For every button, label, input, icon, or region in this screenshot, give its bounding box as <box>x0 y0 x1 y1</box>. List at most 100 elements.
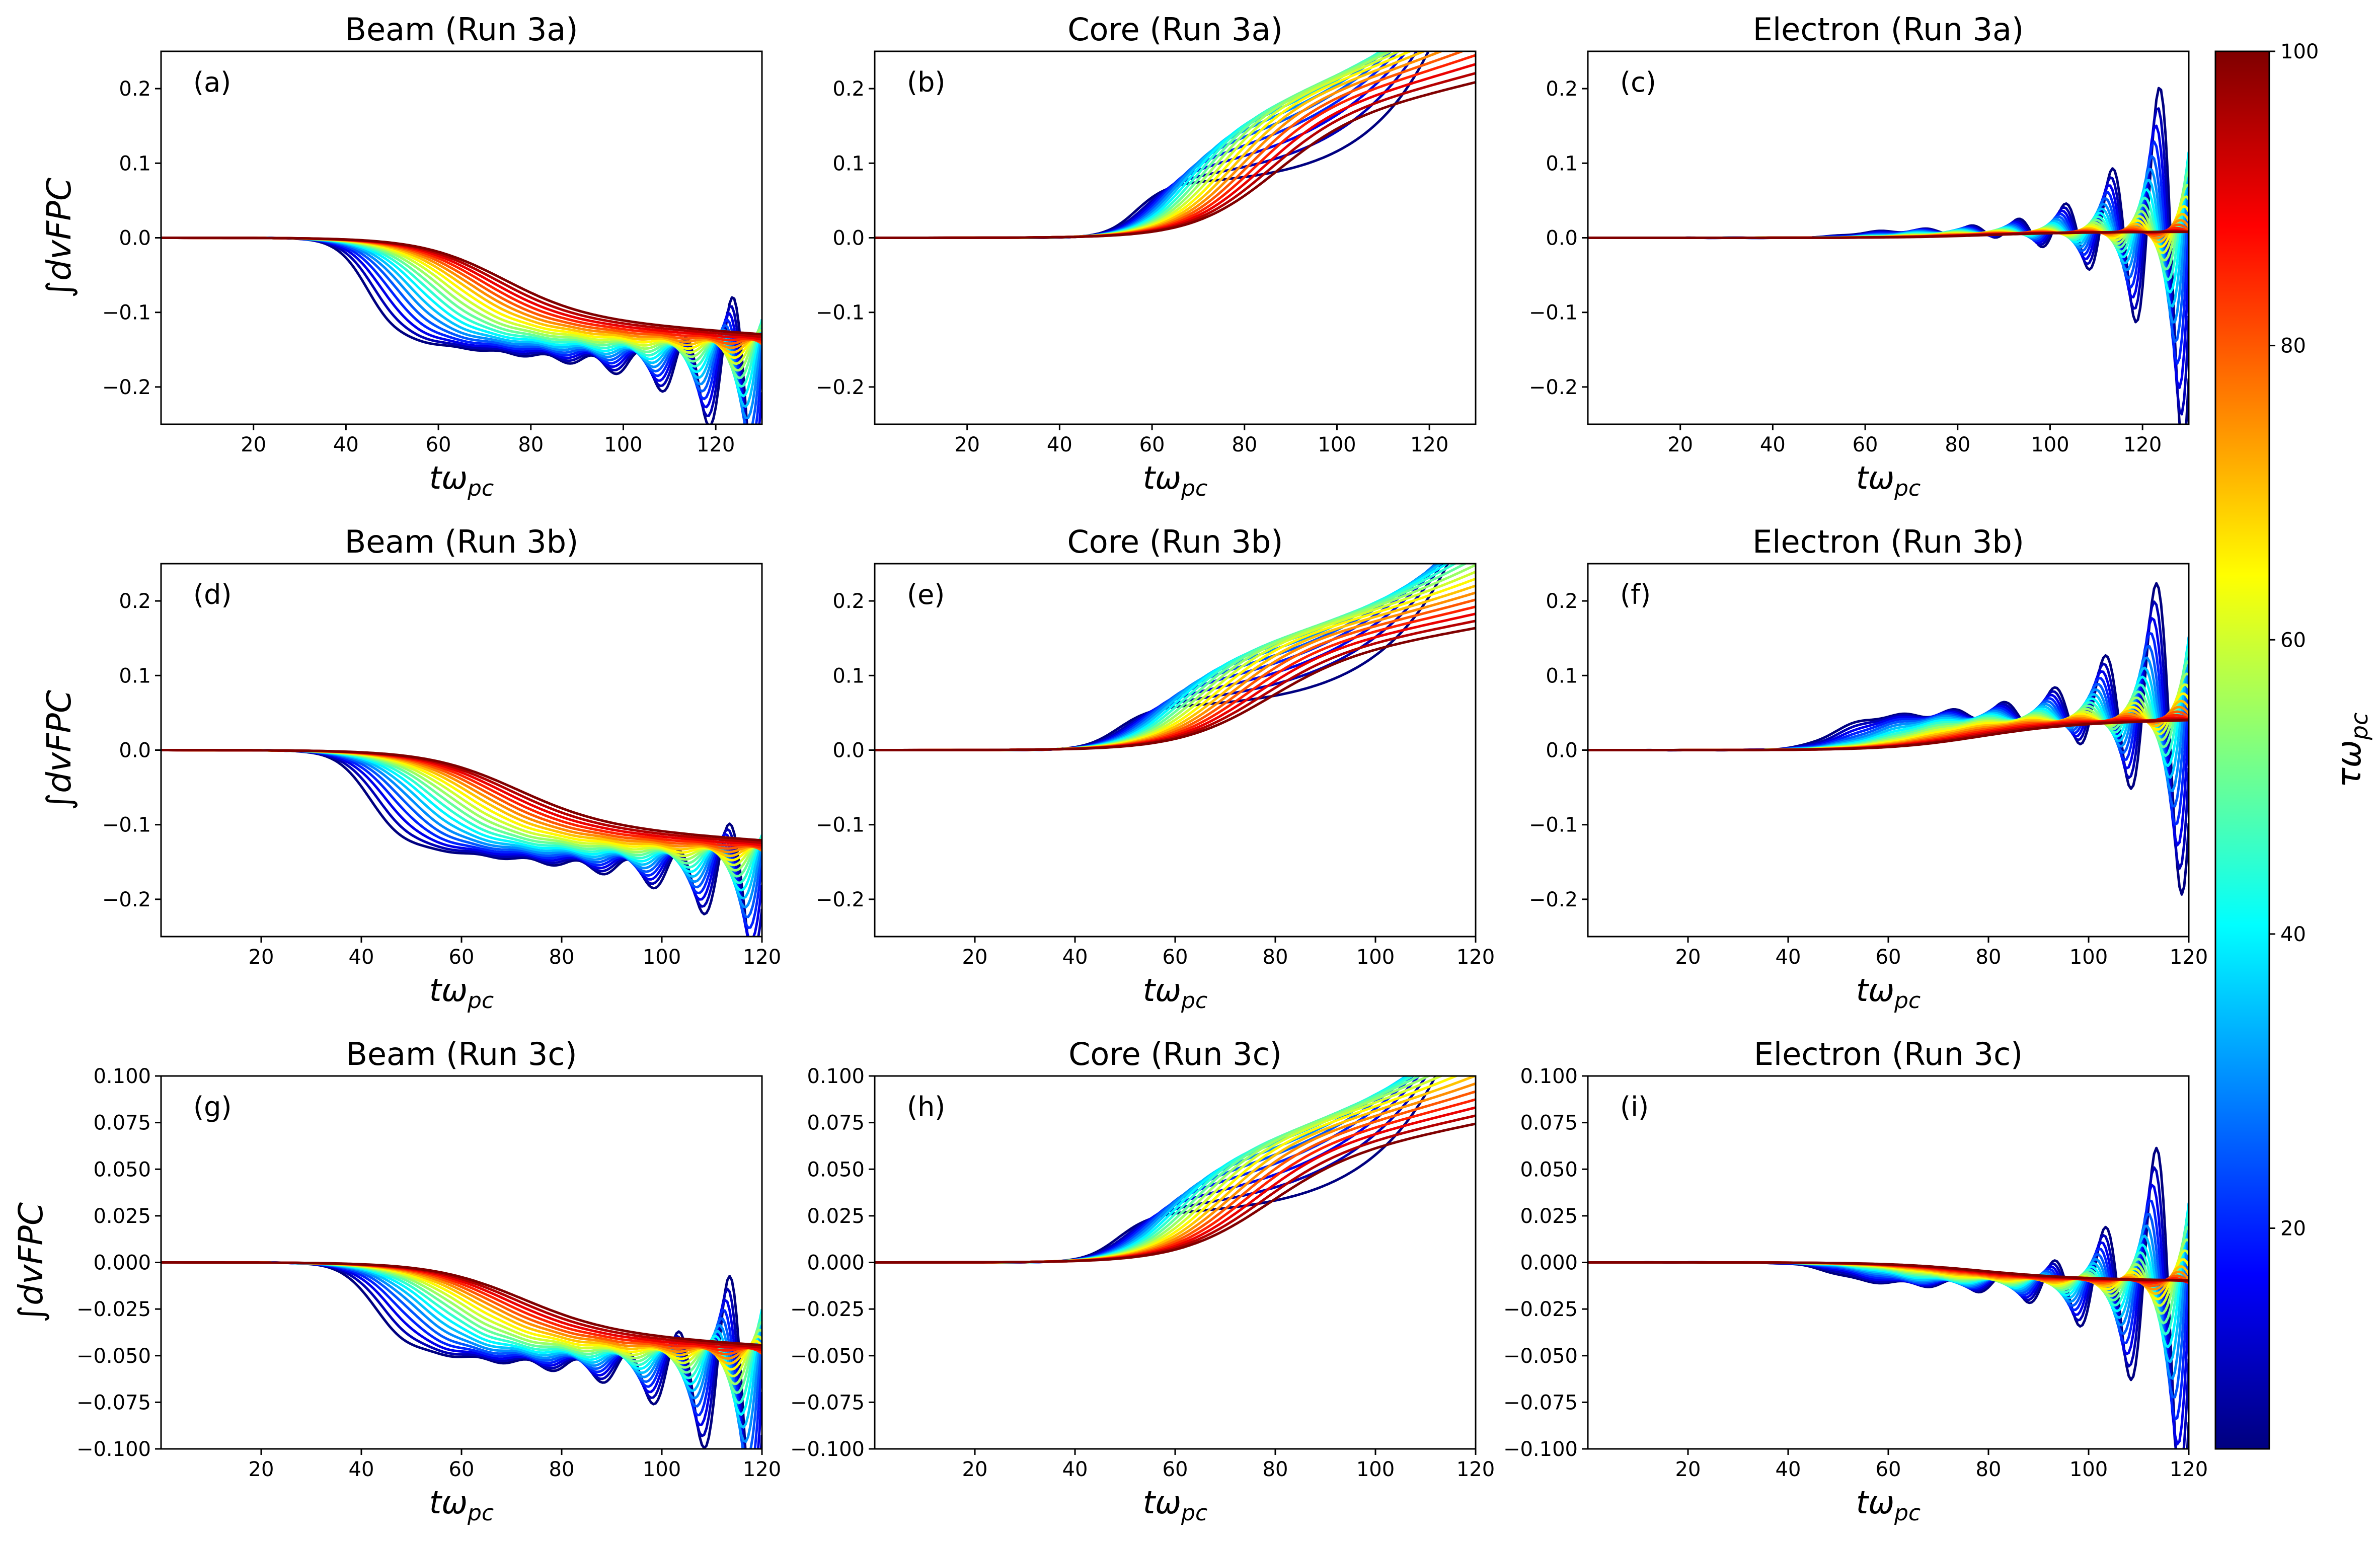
series-line-tau-30 <box>1588 1210 2189 1380</box>
y-tick-label: −0.2 <box>1529 888 1578 911</box>
colorbar: 20 40 60 80 100 τωpc <box>2214 40 2373 1450</box>
panel-title: Electron (Run 3a) <box>1753 11 2024 48</box>
x-tick-label: 20 <box>954 433 980 456</box>
x-tick-label: 40 <box>349 946 374 969</box>
series-line-tau-95 <box>161 749 762 844</box>
y-tick-label: −0.2 <box>1529 376 1578 399</box>
y-tick-label: −0.2 <box>102 888 151 911</box>
x-tick-label: 20 <box>1675 1458 1701 1481</box>
panel-e: Core (Run 3b) 20 40 60 80 100 120 −0.2 −0.1 0.0 0.… <box>816 523 1495 1014</box>
series-line-tau-100 <box>875 81 1476 239</box>
y-tick-label: 0.2 <box>119 78 151 101</box>
x-tick-label: 60 <box>1163 1458 1188 1481</box>
y-tick-label: 0.0 <box>119 227 151 250</box>
y-axis-label: ∫dvFPC <box>40 178 79 298</box>
y-tick-label: −0.100 <box>76 1438 151 1461</box>
x-tick-label: 120 <box>2170 1458 2208 1481</box>
panel-title: Electron (Run 3c) <box>1754 1036 2023 1072</box>
panel-i: Electron (Run 3c) 20 40 60 80 100 120 −0.100 −0.… <box>1503 1036 2208 1526</box>
curves <box>875 1076 1476 1264</box>
y-tick-label: −0.2 <box>816 888 865 911</box>
y-tick-label: 0.2 <box>1546 590 1578 613</box>
panel-f: Electron (Run 3b) 20 40 60 80 100 120 −0.2 −0.1 0… <box>1529 523 2208 1014</box>
series-line-tau-20 <box>1588 1199 2189 1421</box>
y-axis-label: ∫dvFPC <box>12 1202 50 1323</box>
x-tick-label: 40 <box>1776 1458 1801 1481</box>
series-line-tau-100 <box>1588 230 2189 239</box>
y-tick-label: 0.100 <box>807 1065 865 1088</box>
y-tick-label: 0.2 <box>119 590 151 613</box>
y-tick-label: 0.075 <box>1520 1112 1578 1135</box>
x-axis-label: tωpc <box>1856 972 1921 1014</box>
colorbar-tick-label: 100 <box>2280 40 2319 63</box>
y-tick-label: 0.1 <box>832 152 865 175</box>
y-tick-label: 0.0 <box>832 227 865 250</box>
x-tick-label: 20 <box>241 433 266 456</box>
x-tick-label: 80 <box>1263 946 1288 969</box>
x-tick-label: 20 <box>249 946 274 969</box>
x-tick-label: 80 <box>549 1458 575 1481</box>
series-line-tau-15 <box>1588 1184 2189 1446</box>
y-tick-label: 0.100 <box>93 1065 151 1088</box>
y-tick-label: −0.075 <box>1503 1391 1578 1414</box>
colorbar-tick-label: 60 <box>2280 629 2306 652</box>
y-tick-label: −0.025 <box>76 1298 151 1321</box>
x-tick-label: 80 <box>518 433 544 456</box>
y-tick-label: 0.025 <box>1520 1205 1578 1228</box>
y-tick-label: 0.1 <box>119 664 151 687</box>
x-tick-label: 40 <box>349 1458 374 1481</box>
x-tick-label: 60 <box>449 1458 475 1481</box>
x-tick-label: 40 <box>1047 433 1072 456</box>
x-tick-label: 100 <box>1318 433 1356 456</box>
series-line-tau-50 <box>875 1076 1422 1264</box>
panel-label: (f) <box>1620 579 1651 610</box>
x-tick-label: 80 <box>1263 1458 1288 1481</box>
x-tick-label: 120 <box>697 433 735 456</box>
y-tick-label: 0.0 <box>1546 739 1578 762</box>
x-tick-label: 20 <box>962 1458 988 1481</box>
y-tick-label: −0.2 <box>816 376 865 399</box>
y-tick-label: 0.1 <box>119 152 151 175</box>
y-tick-label: 0.1 <box>1546 664 1578 687</box>
y-tick-label: −0.1 <box>102 814 151 837</box>
series-line-tau-100 <box>1588 1261 2189 1282</box>
y-tick-label: −0.100 <box>1503 1438 1578 1461</box>
x-tick-label: 120 <box>2170 946 2208 969</box>
x-axis-label: tωpc <box>1143 459 1207 501</box>
panel-g: Beam (Run 3c) 20 40 60 80 100 120 −0.100 −0.075 −… <box>12 1036 781 1526</box>
x-tick-label: 120 <box>743 946 781 969</box>
series-line-tau-20 <box>1588 632 2189 826</box>
y-tick-label: 0.000 <box>807 1252 865 1275</box>
panel-a: Beam (Run 3a) 20 40 60 80 100 120 −0.2 −0.1 0.0 0.… <box>40 11 763 501</box>
panel-title: Core (Run 3c) <box>1068 1036 1282 1072</box>
y-tick-label: 0.0 <box>119 739 151 762</box>
y-tick-label: −0.050 <box>1503 1345 1578 1368</box>
x-tick-label: 80 <box>549 946 575 969</box>
x-tick-label: 120 <box>743 1458 781 1481</box>
x-tick-label: 80 <box>1232 433 1257 456</box>
y-tick-label: 0.075 <box>93 1112 151 1135</box>
x-tick-label: 20 <box>249 1458 274 1481</box>
series-line-tau-20 <box>1588 140 2189 365</box>
series-line-tau-100 <box>161 749 762 842</box>
x-tick-label: 60 <box>1853 433 1878 456</box>
x-axis-label: tωpc <box>429 972 494 1014</box>
x-tick-label: 60 <box>1163 946 1188 969</box>
y-tick-label: 0.1 <box>832 664 865 687</box>
y-tick-label: 0.075 <box>807 1112 865 1135</box>
panel-b: Core (Run 3a) 20 40 60 80 100 120 −0.2 −0.1 0.0 0.… <box>816 11 1477 501</box>
panel-d: Beam (Run 3b) 20 40 60 80 100 120 −0.2 −0.1 0.0 0.… <box>40 523 781 1014</box>
y-tick-label: 0.2 <box>832 78 865 101</box>
y-tick-label: 0.025 <box>93 1205 151 1228</box>
y-tick-label: 0.1 <box>1546 152 1578 175</box>
x-tick-label: 80 <box>1976 946 2002 969</box>
series-line-tau-100 <box>161 1261 762 1347</box>
series-line-tau-100 <box>161 237 762 336</box>
y-tick-label: 0.050 <box>1520 1158 1578 1181</box>
x-tick-label: 80 <box>1976 1458 2002 1481</box>
x-tick-label: 20 <box>1667 433 1693 456</box>
panel-label: (c) <box>1620 66 1656 98</box>
panel-label: (e) <box>907 579 945 610</box>
x-tick-label: 100 <box>2069 1458 2108 1481</box>
x-tick-label: 40 <box>1776 946 1801 969</box>
